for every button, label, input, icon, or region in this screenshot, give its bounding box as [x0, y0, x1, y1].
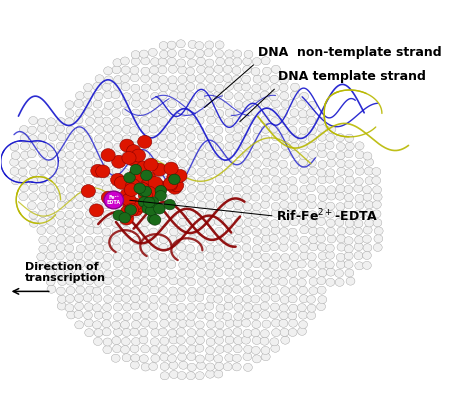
- Text: Rif-Fe$^{2+}$-EDTA: Rif-Fe$^{2+}$-EDTA: [275, 208, 378, 224]
- Text: Direction of
transcription: Direction of transcription: [25, 262, 106, 283]
- Circle shape: [104, 191, 124, 209]
- Text: Fe²⁺
EDTA: Fe²⁺ EDTA: [107, 195, 121, 205]
- Text: DNA template strand: DNA template strand: [278, 70, 426, 83]
- Text: DNA  non-template strand: DNA non-template strand: [258, 46, 441, 59]
